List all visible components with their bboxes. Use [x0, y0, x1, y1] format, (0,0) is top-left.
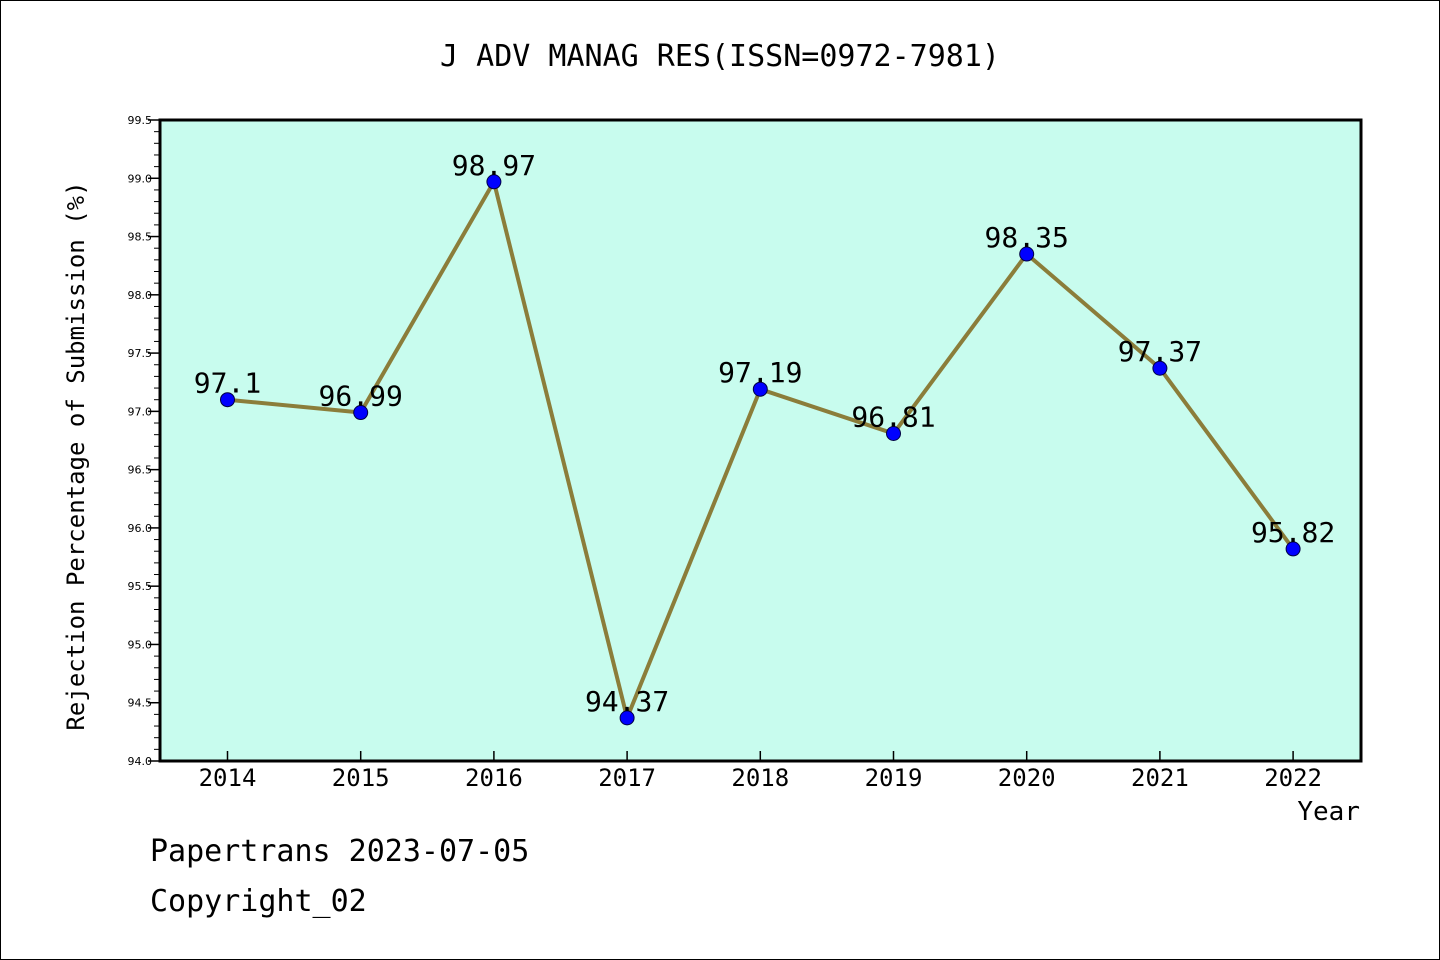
y-tick-label: 94.0: [128, 755, 153, 768]
y-tick-label: 94.5: [128, 697, 153, 710]
series-line: [220, 174, 1301, 726]
y-tick-label: 96.5: [128, 464, 153, 477]
y-tick-label: 99.5: [128, 114, 153, 127]
y-tick-label: 97.0: [128, 405, 153, 418]
y-axis: 94.0 94.5 95.0 95.5 96.0 96.5 97.0 97.5 98.0 98.5…: [128, 114, 160, 768]
data-point: [486, 174, 502, 190]
x-axis: 2014 2015 2016 2017 2018 2019 2020 2021 2022: [199, 751, 1322, 792]
y-tick-label: 97.5: [128, 347, 153, 360]
data-point: [1152, 360, 1168, 376]
data-point: [353, 405, 369, 421]
x-tick-label: 2019: [865, 764, 923, 792]
data-label: 98.35: [985, 221, 1069, 254]
data-label: 94.37: [585, 685, 669, 718]
y-tick-label: 98.5: [128, 231, 153, 244]
data-label: 96.99: [319, 380, 403, 413]
data-point: [619, 710, 635, 726]
x-tick-label: 2016: [465, 764, 523, 792]
x-tick-label: 2020: [998, 764, 1056, 792]
data-label: 97.19: [718, 356, 802, 389]
x-tick-label: 2021: [1131, 764, 1189, 792]
data-point: [1019, 246, 1035, 262]
y-tick-label: 95.0: [128, 638, 153, 651]
x-tick-label: 2022: [1264, 764, 1322, 792]
plot-area: [158, 118, 1363, 763]
footer-copyright: Copyright_02: [150, 884, 367, 919]
data-label: 95.82: [1251, 516, 1335, 549]
y-tick-label: 99.0: [128, 172, 153, 185]
y-axis-label: Rejection Percentage of Submission (%): [62, 181, 90, 730]
data-point: [752, 381, 768, 397]
x-tick-label: 2018: [731, 764, 789, 792]
data-point: [1285, 541, 1301, 557]
x-tick-label: 2015: [332, 764, 390, 792]
x-tick-label: 2017: [598, 764, 656, 792]
chart-title: J ADV MANAG RES(ISSN=0972-7981): [440, 39, 1000, 74]
y-tick-label: 98.0: [128, 289, 153, 302]
x-tick-label: 2014: [199, 764, 257, 792]
data-label: 96.81: [851, 401, 935, 434]
data-label: 97.37: [1118, 335, 1202, 368]
data-point: [220, 392, 235, 408]
data-label: 98.97: [452, 149, 536, 182]
data-labels: 97.1 96.99 98.97 94.37 97.19 96.81 98.35 97.37 9…: [194, 149, 1335, 718]
y-tick-label: 96.0: [128, 522, 153, 535]
data-point: [886, 426, 901, 442]
x-axis-label: Year: [1297, 797, 1360, 827]
data-label: 97.1: [194, 367, 261, 400]
footer-date: Papertrans 2023-07-05: [150, 834, 530, 869]
y-tick-label: 95.5: [128, 580, 153, 593]
